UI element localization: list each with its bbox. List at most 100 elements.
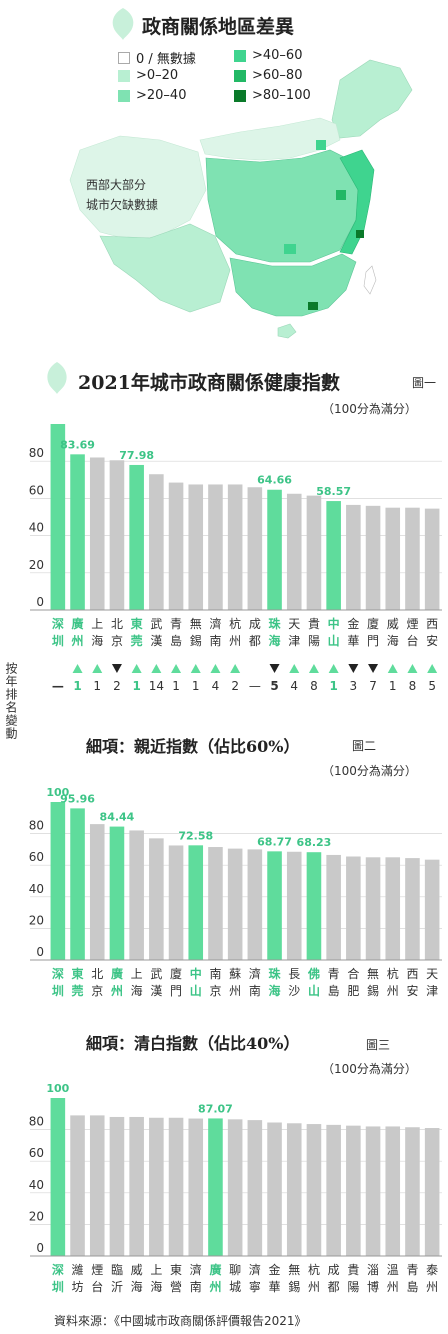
category-label: 濟 — [209, 616, 221, 631]
category-label: 營 — [170, 1280, 182, 1294]
bar-杭州 — [306, 1124, 322, 1256]
category-label: 無 — [190, 616, 202, 631]
bar-溫州 — [385, 1126, 401, 1256]
category-label: 佛 — [307, 966, 320, 981]
data-label: 95.96 — [60, 792, 95, 805]
chart1-fig-label: 圖一 — [412, 376, 437, 390]
category-label: 州 — [387, 1280, 399, 1294]
y-tick-label: 40 — [29, 1178, 44, 1192]
category-label: 山 — [308, 983, 320, 998]
rank-up-icon — [151, 664, 162, 673]
bar-深圳 — [50, 424, 66, 610]
leaf-icon — [112, 8, 134, 40]
category-label: 海 — [131, 1279, 143, 1294]
category-label: 金 — [347, 616, 359, 631]
map-hotspot — [356, 230, 364, 238]
category-label: 東 — [170, 1263, 182, 1277]
category-label: 北 — [111, 617, 123, 631]
bar-合肥 — [346, 856, 361, 960]
y-tick-label: 0 — [36, 595, 44, 609]
legend-item-4: >20–40 — [118, 88, 186, 103]
bar-珠海 — [267, 851, 282, 960]
bar-威海 — [129, 1116, 144, 1256]
y-tick-label: 80 — [29, 819, 44, 833]
map-region-west — [69, 135, 207, 241]
map-title: 政商關係地區差異 — [142, 16, 295, 38]
category-label: 北 — [91, 967, 103, 981]
category-label: 沂 — [111, 1280, 123, 1294]
category-label: 台 — [406, 633, 418, 648]
category-label: 廣 — [209, 1262, 221, 1277]
bar-天津 — [286, 493, 302, 610]
category-label: 廣 — [111, 966, 123, 981]
category-label: 威 — [387, 617, 399, 631]
category-label: 漢 — [150, 634, 162, 648]
bar-威海 — [385, 507, 401, 610]
category-label: 坊 — [72, 1279, 84, 1294]
rank-change-value: 4 — [212, 679, 220, 693]
category-label: 海 — [387, 633, 399, 648]
bar-金華 — [346, 504, 361, 610]
category-label: 溫 — [387, 1263, 399, 1277]
bar-廣州 — [109, 826, 125, 960]
data-label: 68.77 — [257, 835, 292, 848]
bar-無錫 — [365, 857, 381, 960]
chart1: 0 20 40 60 80 100 深圳 — 83.69 廣州 1 上海 1 北京 2 77.98 東莞 1 武漢 1… — [29, 418, 442, 693]
category-label: 錫 — [288, 1279, 300, 1294]
category-label: 州 — [208, 1280, 221, 1294]
rank-up-icon — [72, 664, 83, 673]
rank-up-icon — [308, 664, 319, 673]
category-label: 島 — [406, 1279, 418, 1294]
bar-西安 — [424, 508, 440, 610]
rank-up-icon — [407, 664, 418, 673]
category-label: 西 — [426, 617, 438, 631]
legend-swatch — [118, 51, 130, 64]
category-label: 城 — [229, 1280, 241, 1294]
category-label: 東 — [131, 616, 143, 631]
category-label: 聊 — [229, 1263, 241, 1277]
category-label: 泰 — [426, 1263, 438, 1277]
category-label: 華 — [347, 634, 359, 648]
bar-臨沂 — [109, 1116, 125, 1256]
category-label: 州 — [387, 984, 399, 998]
rank-change-value: — — [52, 679, 64, 693]
y-tick-label: 20 — [29, 913, 44, 927]
bar-北京 — [89, 824, 105, 960]
category-label: 門 — [170, 984, 182, 998]
bar-武漢 — [149, 474, 164, 610]
rank-down-icon — [348, 664, 359, 673]
map-note-line1: 西部大部分 — [86, 178, 147, 192]
rank-up-icon — [230, 664, 241, 673]
bar-蘇州 — [227, 848, 243, 960]
category-label: 海 — [269, 633, 281, 648]
category-label: 州 — [110, 984, 123, 998]
leaf-icon — [47, 362, 67, 394]
category-label: 濟 — [190, 1262, 202, 1277]
rank-up-icon — [427, 664, 438, 673]
rank-change-value: 5 — [270, 679, 278, 693]
category-label: 島 — [328, 983, 340, 998]
category-label: 陽 — [308, 634, 320, 648]
category-label: 門 — [367, 634, 379, 648]
bar-杭州 — [227, 484, 243, 610]
chart2: 020406080100深圳95.96東莞北京84.44廣州上海武漢廈門72.5… — [29, 786, 442, 998]
category-label: 中 — [190, 966, 202, 981]
category-label: 成 — [249, 617, 261, 631]
chart2-fig-label: 圖二 — [352, 739, 377, 753]
map-region-southwest — [99, 223, 231, 313]
category-label: 州 — [229, 984, 241, 998]
bar-上海 — [149, 1117, 164, 1256]
legend-item-5: >80–100 — [234, 88, 311, 103]
chart2-subtitle: （100分為滿分） — [322, 764, 417, 778]
map-hotspot — [336, 190, 346, 200]
category-label: 都 — [328, 1280, 340, 1294]
rank-up-icon — [210, 664, 221, 673]
y-tick-label: 60 — [29, 850, 44, 864]
data-label: 87.07 — [198, 1102, 233, 1115]
category-label: 天 — [426, 967, 438, 981]
data-label: 68.23 — [297, 836, 332, 849]
bar-青島 — [326, 854, 341, 960]
category-label: 臨 — [111, 1263, 123, 1277]
category-label: 深 — [52, 616, 64, 631]
data-label: 72.58 — [178, 829, 213, 842]
